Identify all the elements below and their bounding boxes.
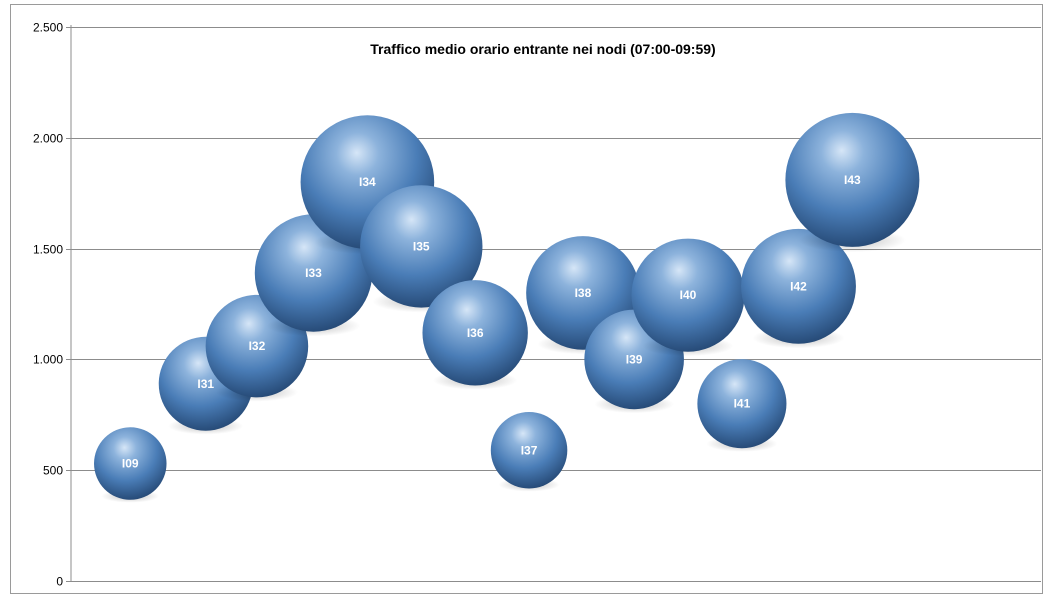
bubble-circle (490, 412, 568, 489)
y-tick-label: 2.500 (33, 21, 63, 35)
y-axis: 0 500 1.000 1.500 2.000 2.500 (33, 21, 72, 589)
bubble-i40: I40 (631, 238, 745, 357)
bubble-circle (741, 228, 856, 344)
bubble-i36: I36 (422, 280, 528, 390)
bubble-chart: 0 500 1.000 1.500 2.000 2.500 Traffico medio … (33, 21, 1041, 589)
y-tick-label: 0 (56, 575, 63, 589)
bubble-label: I09 (122, 457, 139, 471)
bubble-label: I34 (359, 175, 376, 189)
bubble-label: I42 (790, 279, 807, 293)
bubble-label: I38 (575, 286, 592, 300)
bubble-label: I35 (413, 239, 430, 253)
bubble-circle (422, 280, 528, 386)
bubble-circle (697, 359, 787, 449)
y-tick-label: 500 (43, 464, 63, 478)
bubble-label: I36 (467, 326, 484, 340)
bubble-label: I40 (680, 288, 697, 302)
chart-frame: 0 500 1.000 1.500 2.000 2.500 Traffico medio … (10, 4, 1043, 594)
y-tick-label: 1.500 (33, 243, 63, 257)
bubble-circle (785, 112, 920, 247)
bubble-label: I32 (249, 339, 266, 353)
y-tick-label: 2.000 (33, 132, 63, 146)
bubble-i42: I42 (741, 228, 856, 349)
bubble-label: I33 (305, 266, 322, 280)
bubble-i09: I09 (94, 427, 167, 503)
bubble-circle (631, 238, 745, 352)
bubble-i37: I37 (490, 412, 568, 492)
bubble-circle (94, 427, 167, 500)
y-tick-label: 1.000 (33, 353, 63, 367)
bubble-circle (360, 185, 483, 308)
bubble-label: I43 (844, 173, 861, 187)
bubble-series: I09 I31 I32 I33 I34 I35 I36 I37 I38 I39 I40 I41 I42 I… (94, 112, 920, 503)
chart-title: Traffico medio orario entrante nei nodi … (370, 41, 715, 57)
bubble-label: I39 (626, 352, 643, 366)
bubble-i43: I43 (785, 112, 920, 253)
bubble-label: I41 (734, 397, 751, 411)
bubble-i41: I41 (697, 359, 787, 452)
bubble-label: I37 (521, 443, 538, 457)
bubble-label: I31 (197, 377, 214, 391)
